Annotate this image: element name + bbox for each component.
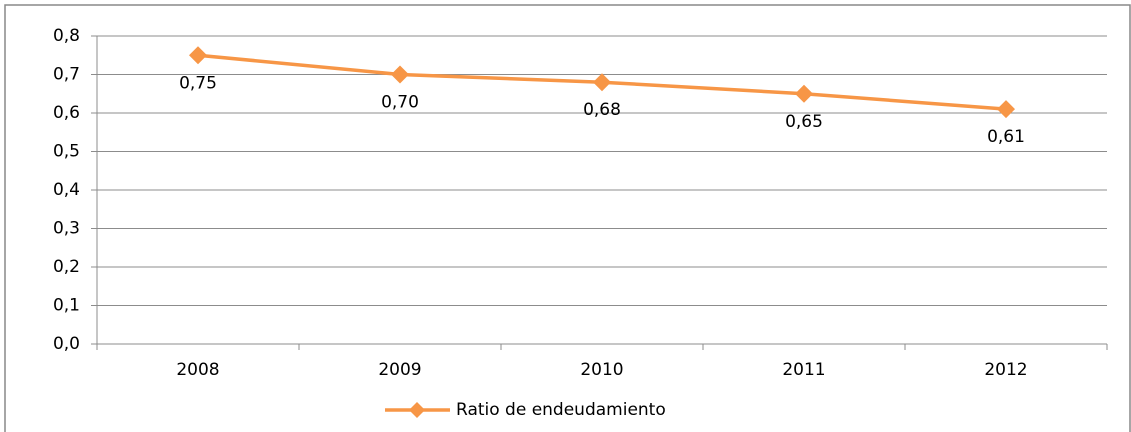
- x-tick-label: 2011: [782, 360, 825, 380]
- x-tick-label: 2010: [580, 360, 623, 380]
- y-tick-label: 0,1: [53, 296, 80, 316]
- y-tick-label: 0,4: [53, 180, 80, 200]
- legend-label: Ratio de endeudamiento: [456, 400, 666, 420]
- x-tick-label: 2008: [176, 360, 219, 380]
- data-point: [391, 65, 409, 84]
- data-point: [593, 73, 611, 92]
- data-point: [997, 100, 1015, 119]
- y-tick-label: 0,7: [53, 65, 80, 85]
- data-label: 0,61: [987, 127, 1025, 147]
- y-tick-label: 0,0: [53, 334, 80, 354]
- legend-marker: [409, 402, 425, 418]
- data-label: 0,75: [179, 73, 217, 93]
- y-tick-label: 0,2: [53, 257, 80, 277]
- y-tick-label: 0,3: [53, 219, 80, 239]
- data-label: 0,70: [381, 93, 419, 113]
- x-tick-label: 2012: [984, 360, 1027, 380]
- data-label: 0,65: [785, 112, 823, 132]
- data-point: [795, 84, 813, 103]
- y-tick-label: 0,6: [53, 103, 80, 123]
- data-label: 0,68: [583, 100, 621, 120]
- x-tick-label: 2009: [378, 360, 421, 380]
- y-tick-label: 0,5: [53, 142, 80, 162]
- chart-border: [4, 4, 1131, 432]
- data-point: [189, 46, 207, 65]
- y-tick-label: 0,8: [53, 26, 80, 46]
